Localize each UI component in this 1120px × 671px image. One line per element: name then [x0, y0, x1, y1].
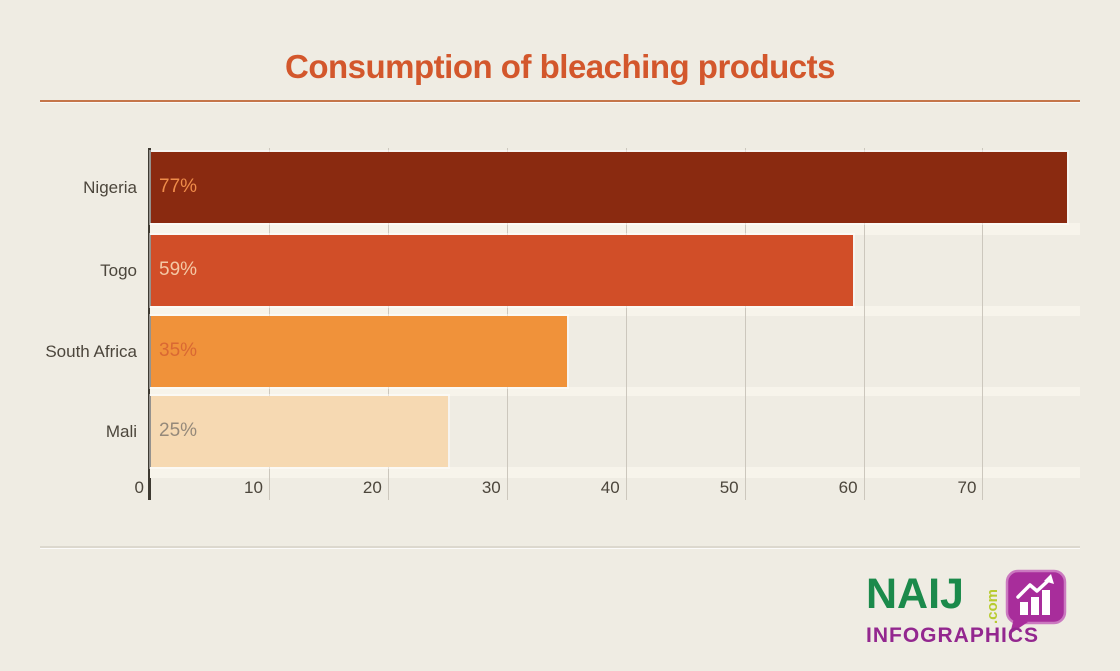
category-label-south-africa: South Africa	[45, 341, 137, 361]
x-tick-label-40: 40	[600, 478, 620, 497]
bar-row-separator	[150, 223, 1080, 235]
bar-south-africa: 35%	[151, 316, 568, 387]
category-label-nigeria: Nigeria	[83, 177, 137, 197]
chart-title: Consumption of bleaching products	[285, 48, 835, 85]
x-tick-label-10: 10	[244, 478, 263, 497]
bar-mali: 25%	[151, 396, 449, 467]
logo-dot-com-text: .com	[984, 588, 1001, 624]
logo-brand-text: NAIJ	[866, 570, 964, 618]
x-tick-label-50: 50	[719, 478, 739, 497]
bar-value-label-nigeria: 77%	[159, 176, 198, 197]
title-underline-rule	[40, 100, 1080, 102]
bar-row-separator	[150, 467, 1080, 478]
x-tick-label-0: 0	[134, 478, 144, 497]
gridline-x-50	[744, 148, 746, 500]
naij-logo: NAIJ .com INFOGRAPHICS	[866, 568, 1068, 655]
bar-chart-speech-bubble-icon	[1004, 568, 1068, 636]
gridline-x-70	[982, 148, 984, 500]
bar-togo: 59%	[151, 235, 853, 306]
category-label-mali: Mali	[105, 421, 137, 441]
logo-infographics-text: INFOGRAPHICS	[866, 624, 1040, 647]
bar-value-label-mali: 25%	[159, 420, 198, 441]
x-tick-label-60: 60	[838, 478, 858, 497]
bar-nigeria: 77%	[151, 152, 1067, 223]
gridline-x-60	[863, 148, 865, 500]
bar-value-label-togo: 59%	[159, 259, 198, 280]
x-tick-label-30: 30	[481, 478, 501, 497]
footer-divider	[40, 546, 1080, 548]
category-label-togo: Togo	[100, 260, 137, 280]
gridline-x-40	[625, 148, 627, 500]
bar-row-separator	[150, 306, 1080, 316]
x-tick-label-20: 20	[362, 478, 382, 497]
bar-row-separator	[150, 387, 1080, 396]
y-axis-line	[148, 148, 151, 500]
chart-plot: 0 10 20 30 40 50 60 70 77% Nigeria 59% Togo 35% South…	[45, 148, 1080, 500]
x-tick-label-70: 70	[957, 478, 977, 497]
bar-value-label-south-africa: 35%	[159, 340, 198, 361]
